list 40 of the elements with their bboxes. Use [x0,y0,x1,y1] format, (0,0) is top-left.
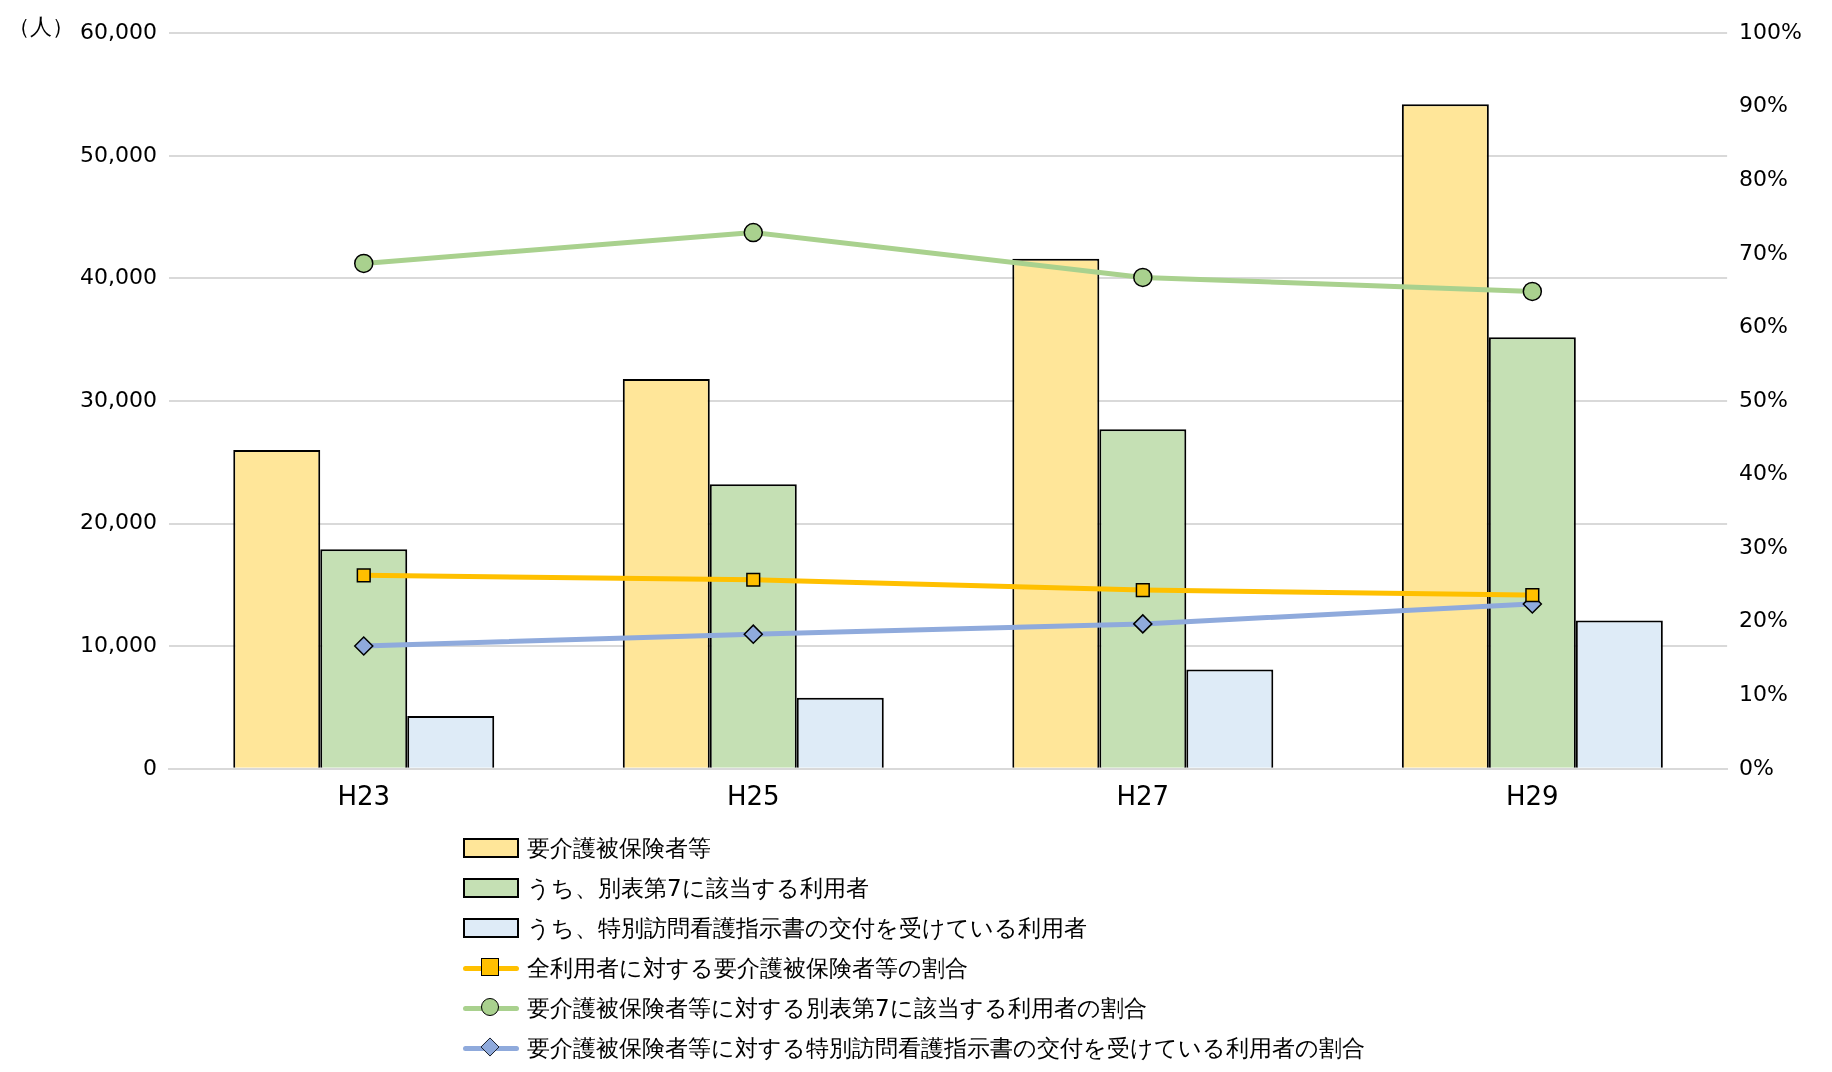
y-tick-label: 30,000 [79,386,157,412]
x-tick-label: H23 [337,781,391,812]
y-tick-label: 50,000 [79,141,157,167]
x-tick-label: H25 [726,781,780,812]
point [746,572,761,587]
legend-label: 要介護被保険者等 [527,833,711,863]
point [353,636,374,656]
point [743,624,764,644]
y-tick-label: 0 [142,754,157,780]
point [1525,588,1540,603]
y2-tick-label: 20% [1739,607,1789,633]
y2-tick-label: 30% [1739,533,1789,559]
point [1522,281,1543,302]
y-tick-label: 20,000 [79,509,157,535]
y2-tick-label: 40% [1739,460,1789,486]
legend-label: うち、別表第7に該当する利用者 [527,873,869,903]
y2-tick-label: 60% [1739,313,1789,339]
y-axis-title: （人） [8,13,74,41]
legend-label: 全利用者に対する要介護被保険者等の割合 [527,953,968,983]
point [1133,614,1153,634]
legend-label: 要介護被保険者等に対する別表第7に該当する利用者の割合 [527,993,1147,1023]
point [743,222,764,243]
y2-tick-label: 0% [1739,754,1775,780]
y2-tick-label: 90% [1739,92,1789,118]
y2-tick-label: 80% [1739,166,1789,192]
y2-tick-label: 10% [1739,680,1789,706]
y2-tick-label: 50% [1739,386,1789,412]
x-tick-label: H29 [1506,781,1559,812]
point [1135,582,1150,598]
point [353,253,374,274]
y2-tick-label: 100% [1739,18,1803,44]
legend-label: うち、特別訪問看護指示書の交付を受けている利用者 [527,913,1087,943]
legend-label: 要介護被保険者等に対する特別訪問看護指示書の交付を受けている利用者の割合 [527,1033,1365,1063]
y-tick-label: 60,000 [79,18,157,44]
y2-tick-label: 70% [1739,239,1789,265]
point [356,568,371,583]
point [1133,267,1153,288]
y-tick-label: 10,000 [79,631,157,657]
y-tick-label: 40,000 [79,264,157,290]
x-tick-label: H27 [1116,781,1170,812]
